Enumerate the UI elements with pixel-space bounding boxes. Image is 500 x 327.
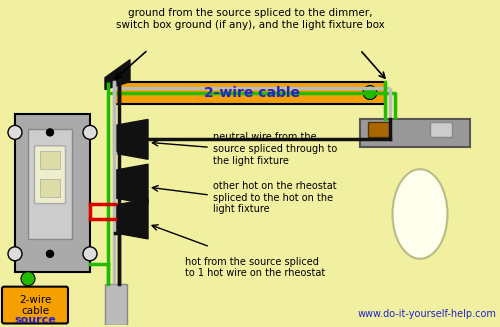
Text: source: source xyxy=(14,315,56,324)
Bar xyxy=(105,284,127,325)
Text: neutral wire from the
source spliced through to
the light fixture: neutral wire from the source spliced thr… xyxy=(213,132,337,165)
Bar xyxy=(40,151,60,169)
Circle shape xyxy=(8,126,22,139)
Bar xyxy=(115,82,385,104)
FancyBboxPatch shape xyxy=(34,146,66,203)
Circle shape xyxy=(8,247,22,261)
Polygon shape xyxy=(115,119,148,159)
Circle shape xyxy=(83,247,97,261)
FancyBboxPatch shape xyxy=(2,287,68,323)
Text: 2-wire
cable: 2-wire cable xyxy=(19,295,51,316)
Bar xyxy=(368,122,390,137)
Bar xyxy=(430,122,452,137)
Circle shape xyxy=(46,250,54,257)
Polygon shape xyxy=(105,60,130,90)
Circle shape xyxy=(46,129,54,136)
Polygon shape xyxy=(115,199,148,239)
Text: hot from the source spliced
to 1 hot wire on the rheostat: hot from the source spliced to 1 hot wir… xyxy=(185,257,325,278)
Text: other hot on the rheostat
spliced to the hot on the
light fixture: other hot on the rheostat spliced to the… xyxy=(213,181,336,214)
Bar xyxy=(28,129,72,239)
Bar xyxy=(360,119,470,147)
Circle shape xyxy=(83,126,97,139)
Circle shape xyxy=(363,86,377,99)
Polygon shape xyxy=(115,164,148,204)
Circle shape xyxy=(21,272,35,286)
Text: ground from the source spliced to the dimmer,
switch box ground (if any), and th: ground from the source spliced to the di… xyxy=(116,8,384,29)
Bar xyxy=(40,179,60,197)
Ellipse shape xyxy=(392,169,448,259)
Text: 2-wire cable: 2-wire cable xyxy=(204,86,300,99)
Text: www.do-it-yourself-help.com: www.do-it-yourself-help.com xyxy=(357,308,496,318)
Bar xyxy=(15,114,90,272)
